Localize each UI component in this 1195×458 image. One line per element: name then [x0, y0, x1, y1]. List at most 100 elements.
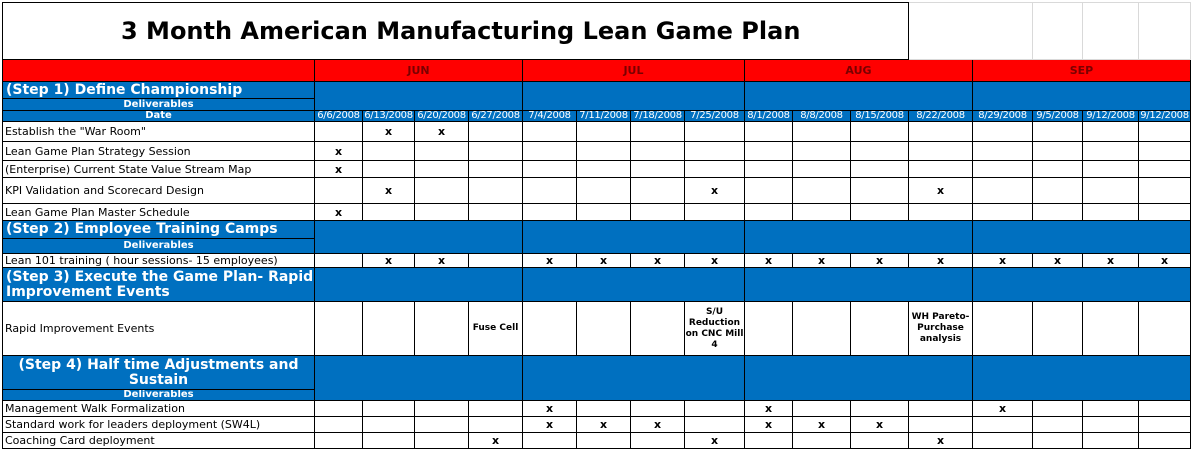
blue-band [972, 355, 1191, 401]
empty-cell [744, 121, 793, 142]
empty-cell [576, 203, 631, 221]
schedule-mark: x [576, 253, 631, 268]
empty-cell [522, 301, 577, 356]
task-label: Management Walk Formalization [2, 400, 315, 417]
empty-cell [522, 160, 577, 178]
empty-cell [630, 177, 685, 204]
empty-cell [850, 177, 909, 204]
date-cell: 8/29/2008 [972, 110, 1033, 122]
month-spacer [2, 59, 315, 82]
month-row: JUN JUL AUG SEP [2, 59, 1191, 82]
schedule-mark: x [684, 253, 745, 268]
schedule-mark: x [630, 253, 685, 268]
empty-cell [1082, 432, 1139, 449]
empty-cell [1138, 141, 1191, 161]
date-cell: 6/6/2008 [314, 110, 363, 122]
schedule-mark: x [314, 160, 363, 178]
date-cell: 7/25/2008 [684, 110, 745, 122]
schedule-mark: x [792, 253, 851, 268]
date-row: Date 6/6/2008 6/13/2008 6/20/2008 6/27/2008… [2, 110, 1191, 122]
task-row: Coaching Card deployment x x x [2, 432, 1191, 449]
deliverables-row: Deliverables [2, 238, 1191, 254]
step-4-header: (Step 4) Half time Adjustments and Susta… [2, 355, 315, 390]
empty-cell [1082, 203, 1139, 221]
empty-cell [684, 141, 745, 161]
blue-band [972, 220, 1191, 254]
step-1-header: (Step 1) Define Championship [2, 81, 315, 99]
schedule-mark: x [314, 203, 363, 221]
title-row: 3 Month American Manufacturing Lean Game… [2, 2, 1191, 60]
step-3-header: (Step 3) Execute the Game Plan- Rapid Im… [2, 267, 315, 302]
empty-cell [744, 177, 793, 204]
schedule-mark: x [1032, 253, 1083, 268]
empty-cell [1032, 2, 1083, 60]
step-header-row: (Step 2) Employee Training Camps [2, 220, 1191, 254]
task-row: KPI Validation and Scorecard Design x x x [2, 177, 1191, 204]
empty-cell [468, 203, 523, 221]
empty-cell [468, 160, 523, 178]
empty-cell [1138, 301, 1191, 356]
blue-band [522, 355, 745, 401]
schedule-mark: x [744, 253, 793, 268]
empty-cell [972, 121, 1033, 142]
empty-cell [1138, 2, 1191, 60]
blue-band [314, 220, 523, 254]
task-label: Establish the "War Room" [2, 121, 315, 142]
task-label: Rapid Improvement Events [2, 301, 315, 356]
event-note: WH Pareto-Purchase analysis [908, 301, 973, 356]
empty-cell [1082, 301, 1139, 356]
empty-cell [850, 160, 909, 178]
empty-cell [792, 203, 851, 221]
empty-cell [744, 141, 793, 161]
schedule-mark: x [850, 416, 909, 433]
empty-cell [630, 432, 685, 449]
step-header-row: (Step 4) Half time Adjustments and Susta… [2, 355, 1191, 401]
empty-cell [792, 121, 851, 142]
empty-cell [576, 432, 631, 449]
empty-cell [1032, 432, 1083, 449]
empty-cell [362, 141, 415, 161]
empty-cell [362, 160, 415, 178]
task-row: Standard work for leaders deployment (SW… [2, 416, 1191, 433]
date-cell: 9/5/2008 [1032, 110, 1083, 122]
schedule-mark: x [362, 253, 415, 268]
empty-cell [792, 400, 851, 417]
empty-cell [792, 141, 851, 161]
task-row: Rapid Improvement Events Fuse Cell S/U Red… [2, 301, 1191, 356]
empty-cell [792, 432, 851, 449]
event-note: S/U Reduction on CNC Mill 4 [684, 301, 745, 356]
schedule-mark: x [684, 177, 745, 204]
empty-cell [792, 177, 851, 204]
schedule-mark: x [908, 177, 973, 204]
empty-cell [1138, 400, 1191, 417]
schedule-mark: x [468, 432, 523, 449]
empty-cell [630, 141, 685, 161]
empty-cell [314, 416, 363, 433]
schedule-mark: x [522, 400, 577, 417]
empty-cell [744, 301, 793, 356]
empty-cell [972, 203, 1033, 221]
task-row: Lean Game Plan Master Schedule x [2, 203, 1191, 221]
empty-cell [1082, 2, 1139, 60]
empty-cell [850, 121, 909, 142]
date-cell: 6/20/2008 [414, 110, 469, 122]
empty-cell [744, 432, 793, 449]
empty-cell [908, 160, 973, 178]
step-header-row: (Step 3) Execute the Game Plan- Rapid Im… [2, 267, 1191, 302]
empty-cell [630, 301, 685, 356]
empty-cell [1032, 400, 1083, 417]
month-sep: SEP [972, 59, 1191, 82]
empty-cell [522, 203, 577, 221]
empty-cell [908, 121, 973, 142]
empty-cell [1032, 301, 1083, 356]
empty-cell [972, 432, 1033, 449]
empty-cell [468, 416, 523, 433]
empty-cell [972, 160, 1033, 178]
empty-cell [630, 121, 685, 142]
empty-cell [468, 121, 523, 142]
empty-cell [850, 400, 909, 417]
empty-cell [1082, 177, 1139, 204]
empty-cell [414, 432, 469, 449]
empty-cell [908, 416, 973, 433]
schedule-mark: x [850, 253, 909, 268]
